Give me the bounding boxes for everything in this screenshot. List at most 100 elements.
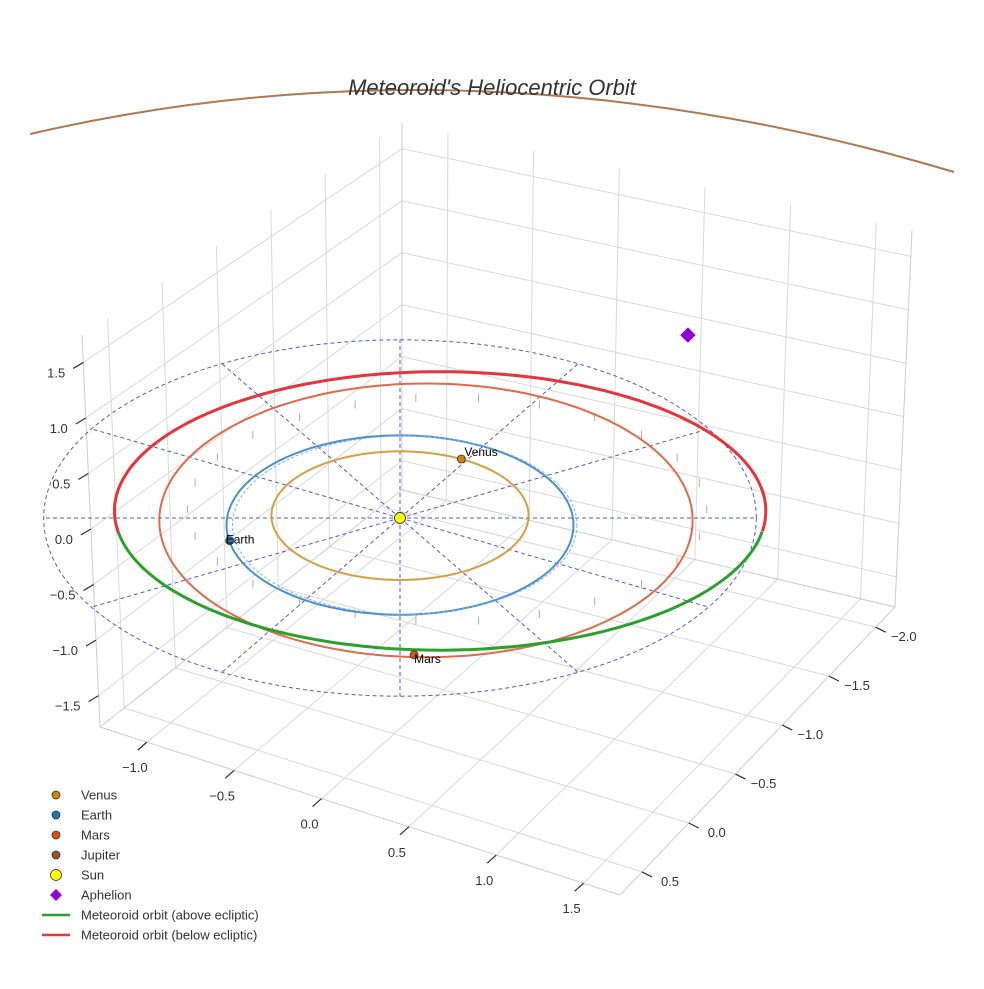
legend-marker <box>51 850 61 860</box>
grid-line-z-left <box>88 252 403 474</box>
grid-line-x-wall <box>694 186 706 560</box>
grid-line-z-left <box>85 200 403 419</box>
x-tick-label: −0.5 <box>209 788 235 803</box>
grid-line-y-floor <box>278 586 783 726</box>
axis-panes <box>82 123 912 895</box>
grid-line-z-left <box>93 356 403 585</box>
legend-item: Sun <box>50 868 104 883</box>
pane-edge <box>894 229 913 608</box>
grid-line-z-left <box>98 460 403 697</box>
y-tick-label: −1.5 <box>844 678 870 693</box>
grid-line-x-floor <box>146 500 447 743</box>
legend-label: Sun <box>81 868 104 883</box>
mars-marker <box>409 650 419 660</box>
legend-label: Aphelion <box>81 888 132 903</box>
z-tick-label: 0.0 <box>55 532 73 547</box>
z-tick-mark <box>75 417 87 425</box>
legend-marker <box>51 830 61 840</box>
grid-line-x-wall <box>777 204 792 580</box>
z-tick-mark <box>72 361 84 369</box>
earth-marker <box>225 536 235 545</box>
grid-line-z-left <box>82 148 403 363</box>
x-tick-label: 0.5 <box>388 845 406 860</box>
legend-item: Earth <box>51 808 112 823</box>
meteoroid-orbit-below <box>113 370 768 534</box>
mars-label: Mars <box>414 652 441 666</box>
grid-line-y-floor <box>175 667 689 824</box>
legend-label: Meteoroid orbit (above ecliptic) <box>81 908 259 923</box>
legend-label: Earth <box>81 808 112 823</box>
ecliptic-spoke <box>399 428 709 519</box>
legend-label: Mars <box>81 828 110 843</box>
aphelion-marker <box>680 327 696 343</box>
grid-line-z-right <box>401 252 907 364</box>
z-tick-mark <box>80 528 92 536</box>
x-tick-mark <box>137 741 148 751</box>
grid-line-z-left <box>90 304 403 530</box>
earth-orbit-inner <box>231 435 578 615</box>
legend-marker <box>51 810 61 820</box>
orbit-drop-lines <box>187 394 708 625</box>
ecliptic-spoke <box>399 517 579 673</box>
pane-edge <box>619 606 896 896</box>
y-tick-mark <box>828 675 840 682</box>
left-pane <box>82 123 402 727</box>
grid-line-z-right <box>401 460 897 578</box>
x-tick-mark <box>574 882 584 892</box>
grid-line-x-floor <box>583 598 861 884</box>
grid-line-x-wall <box>528 150 535 521</box>
legend-item: Meteoroid orbit (above ecliptic) <box>42 908 259 923</box>
x-tick-label: −1.0 <box>122 760 148 775</box>
x-tick-mark <box>224 769 235 779</box>
grid-line-y-floor <box>329 546 830 677</box>
y-tick-mark <box>875 626 887 633</box>
pane-edge <box>401 489 896 608</box>
grid-line-z-left <box>95 408 403 641</box>
grid-line-y-floor <box>226 626 736 775</box>
axis-ticks: −1.5 −1.0 −0.5 0.0 0.5 1.0 1.5 −1.0 −0.5 0.0 0.5 1.… <box>47 361 917 916</box>
meteoroid-orbit-above <box>117 531 764 652</box>
z-tick-mark <box>78 472 89 481</box>
y-tick-label: 0.0 <box>708 825 726 840</box>
y-tick-mark <box>641 871 653 878</box>
grid-line-y-wall <box>215 245 228 628</box>
venus-marker <box>456 454 466 464</box>
z-tick-mark <box>88 695 99 703</box>
ecliptic-spoke <box>91 428 401 519</box>
grid-line-x-floor <box>408 559 696 828</box>
ecliptic-spoke <box>399 363 579 519</box>
ecliptic-circle <box>43 339 757 697</box>
z-tick-label: 0.5 <box>52 477 70 492</box>
y-tick-mark <box>781 724 793 731</box>
legend-marker <box>50 889 62 901</box>
grid-line-x-wall <box>611 168 620 540</box>
grid-line-z-right <box>401 408 899 524</box>
grid-line-y-wall <box>324 173 331 547</box>
ecliptic-spoke <box>221 517 401 673</box>
pane-edge <box>99 489 403 728</box>
x-tick-label: 0.0 <box>300 817 318 832</box>
ecliptic-spoke <box>399 517 709 608</box>
grid-line-x-floor <box>321 539 613 799</box>
x-tick-mark <box>399 826 410 836</box>
x-tick-mark <box>312 798 322 808</box>
z-tick-label: −1.5 <box>55 699 81 714</box>
legend-item: Meteoroid orbit (below ecliptic) <box>42 928 257 943</box>
z-tick-label: 1.0 <box>50 421 68 436</box>
grid-line-x-floor <box>495 578 779 856</box>
x-tick-label: 1.0 <box>475 873 493 888</box>
ecliptic-spoke <box>91 517 401 608</box>
legend-marker <box>50 869 62 881</box>
y-tick-mark <box>735 773 746 780</box>
grid-line-y-wall <box>379 137 382 507</box>
grid-line-y-floor <box>380 506 876 628</box>
legend-item: Mars <box>51 828 110 843</box>
grid-line-z-right <box>401 200 909 311</box>
ecliptic-spoke <box>221 363 401 519</box>
jupiter-orbit <box>29 89 955 173</box>
y-tick-label: 0.5 <box>661 874 679 889</box>
grid-line-z-right <box>401 356 902 471</box>
y-tick-mark <box>688 822 700 829</box>
